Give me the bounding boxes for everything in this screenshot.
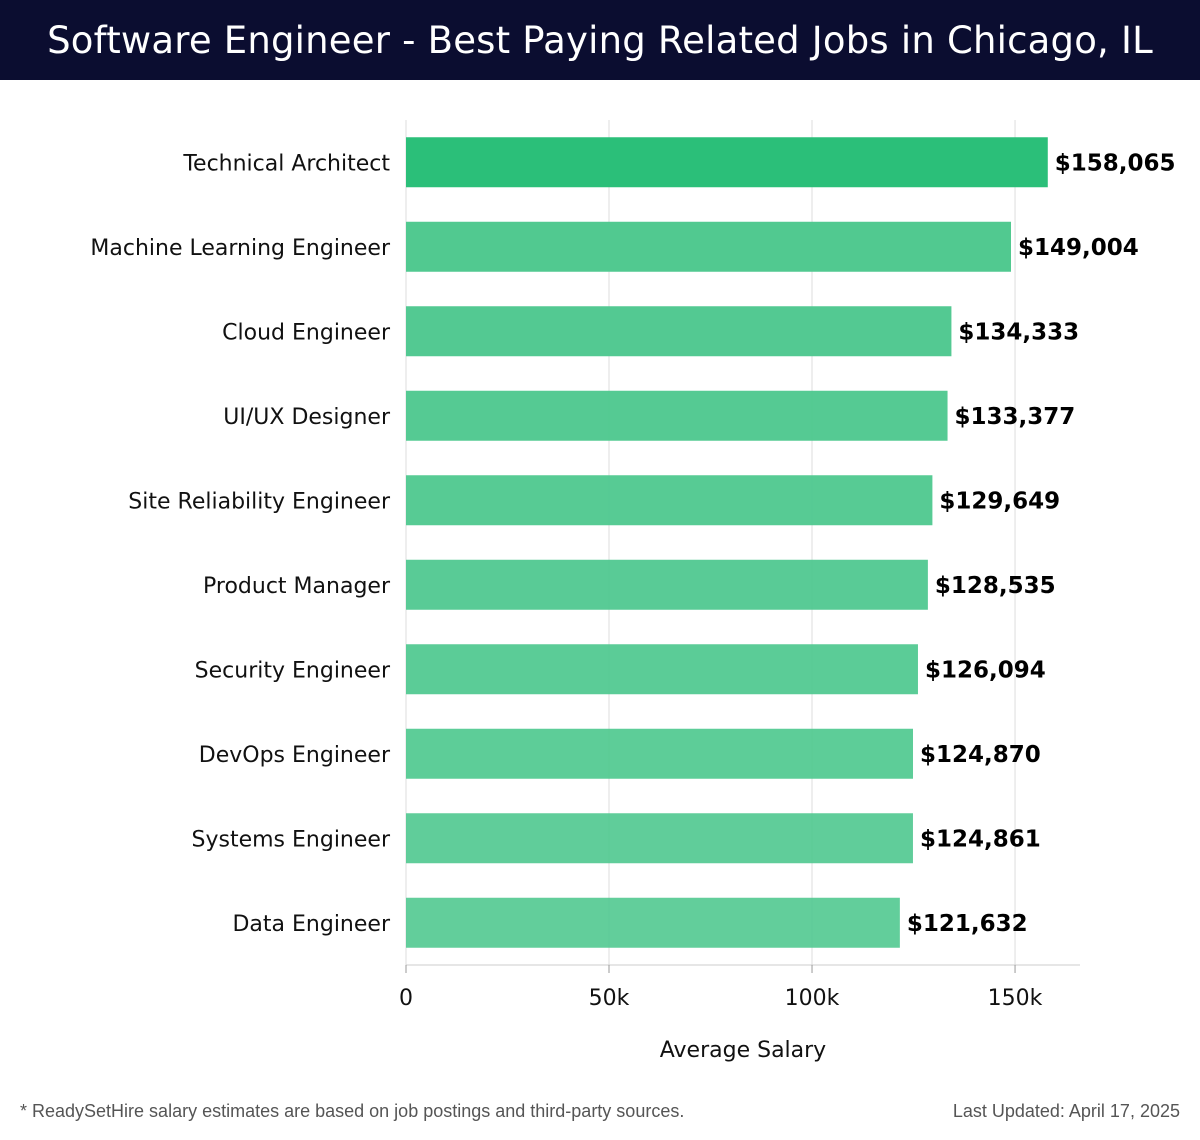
category-label: Technical Architect: [182, 151, 390, 176]
value-label: $128,535: [935, 573, 1056, 599]
footer-last-updated: Last Updated: April 17, 2025: [952, 1101, 1180, 1121]
category-label: UI/UX Designer: [223, 405, 391, 430]
value-label: $126,094: [925, 657, 1046, 683]
category-label: Data Engineer: [232, 912, 390, 937]
value-label: $121,632: [907, 911, 1028, 937]
value-label: $124,861: [920, 826, 1041, 852]
category-label: DevOps Engineer: [199, 743, 391, 768]
chart-title: Software Engineer - Best Paying Related …: [47, 18, 1153, 62]
category-label: Product Manager: [203, 574, 391, 599]
bar: [406, 644, 918, 695]
bar: [406, 475, 933, 526]
x-tick-label: 150k: [988, 986, 1043, 1011]
category-label: Machine Learning Engineer: [90, 236, 391, 261]
x-tick-label: 100k: [785, 986, 840, 1011]
bar: [406, 559, 928, 610]
bar: [406, 897, 900, 948]
bar-chart: 0 50k 100k 150k Average Salary Technical Arch…: [90, 120, 1176, 1063]
bar: [406, 137, 1048, 188]
bar: [406, 390, 948, 441]
bar: [406, 813, 913, 864]
category-label: Site Reliability Engineer: [128, 489, 391, 514]
category-label: Cloud Engineer: [222, 320, 391, 345]
value-label: $133,377: [955, 404, 1076, 430]
value-label: $149,004: [1018, 235, 1139, 261]
chart-header: Software Engineer - Best Paying Related …: [0, 0, 1200, 80]
bar: [406, 728, 914, 779]
value-label: $158,065: [1055, 150, 1176, 176]
category-label: Systems Engineer: [192, 827, 391, 852]
x-axis-label: Average Salary: [660, 1038, 826, 1063]
footer-disclaimer: * ReadySetHire salary estimates are base…: [20, 1101, 685, 1121]
value-label: $124,870: [920, 742, 1041, 768]
category-label: Security Engineer: [195, 658, 391, 683]
x-tick-label: 50k: [589, 986, 630, 1011]
bar: [406, 221, 1011, 272]
value-label: $129,649: [939, 488, 1060, 514]
value-label: $134,333: [958, 319, 1079, 345]
x-tick-label: 0: [399, 986, 413, 1011]
bar: [406, 306, 952, 357]
